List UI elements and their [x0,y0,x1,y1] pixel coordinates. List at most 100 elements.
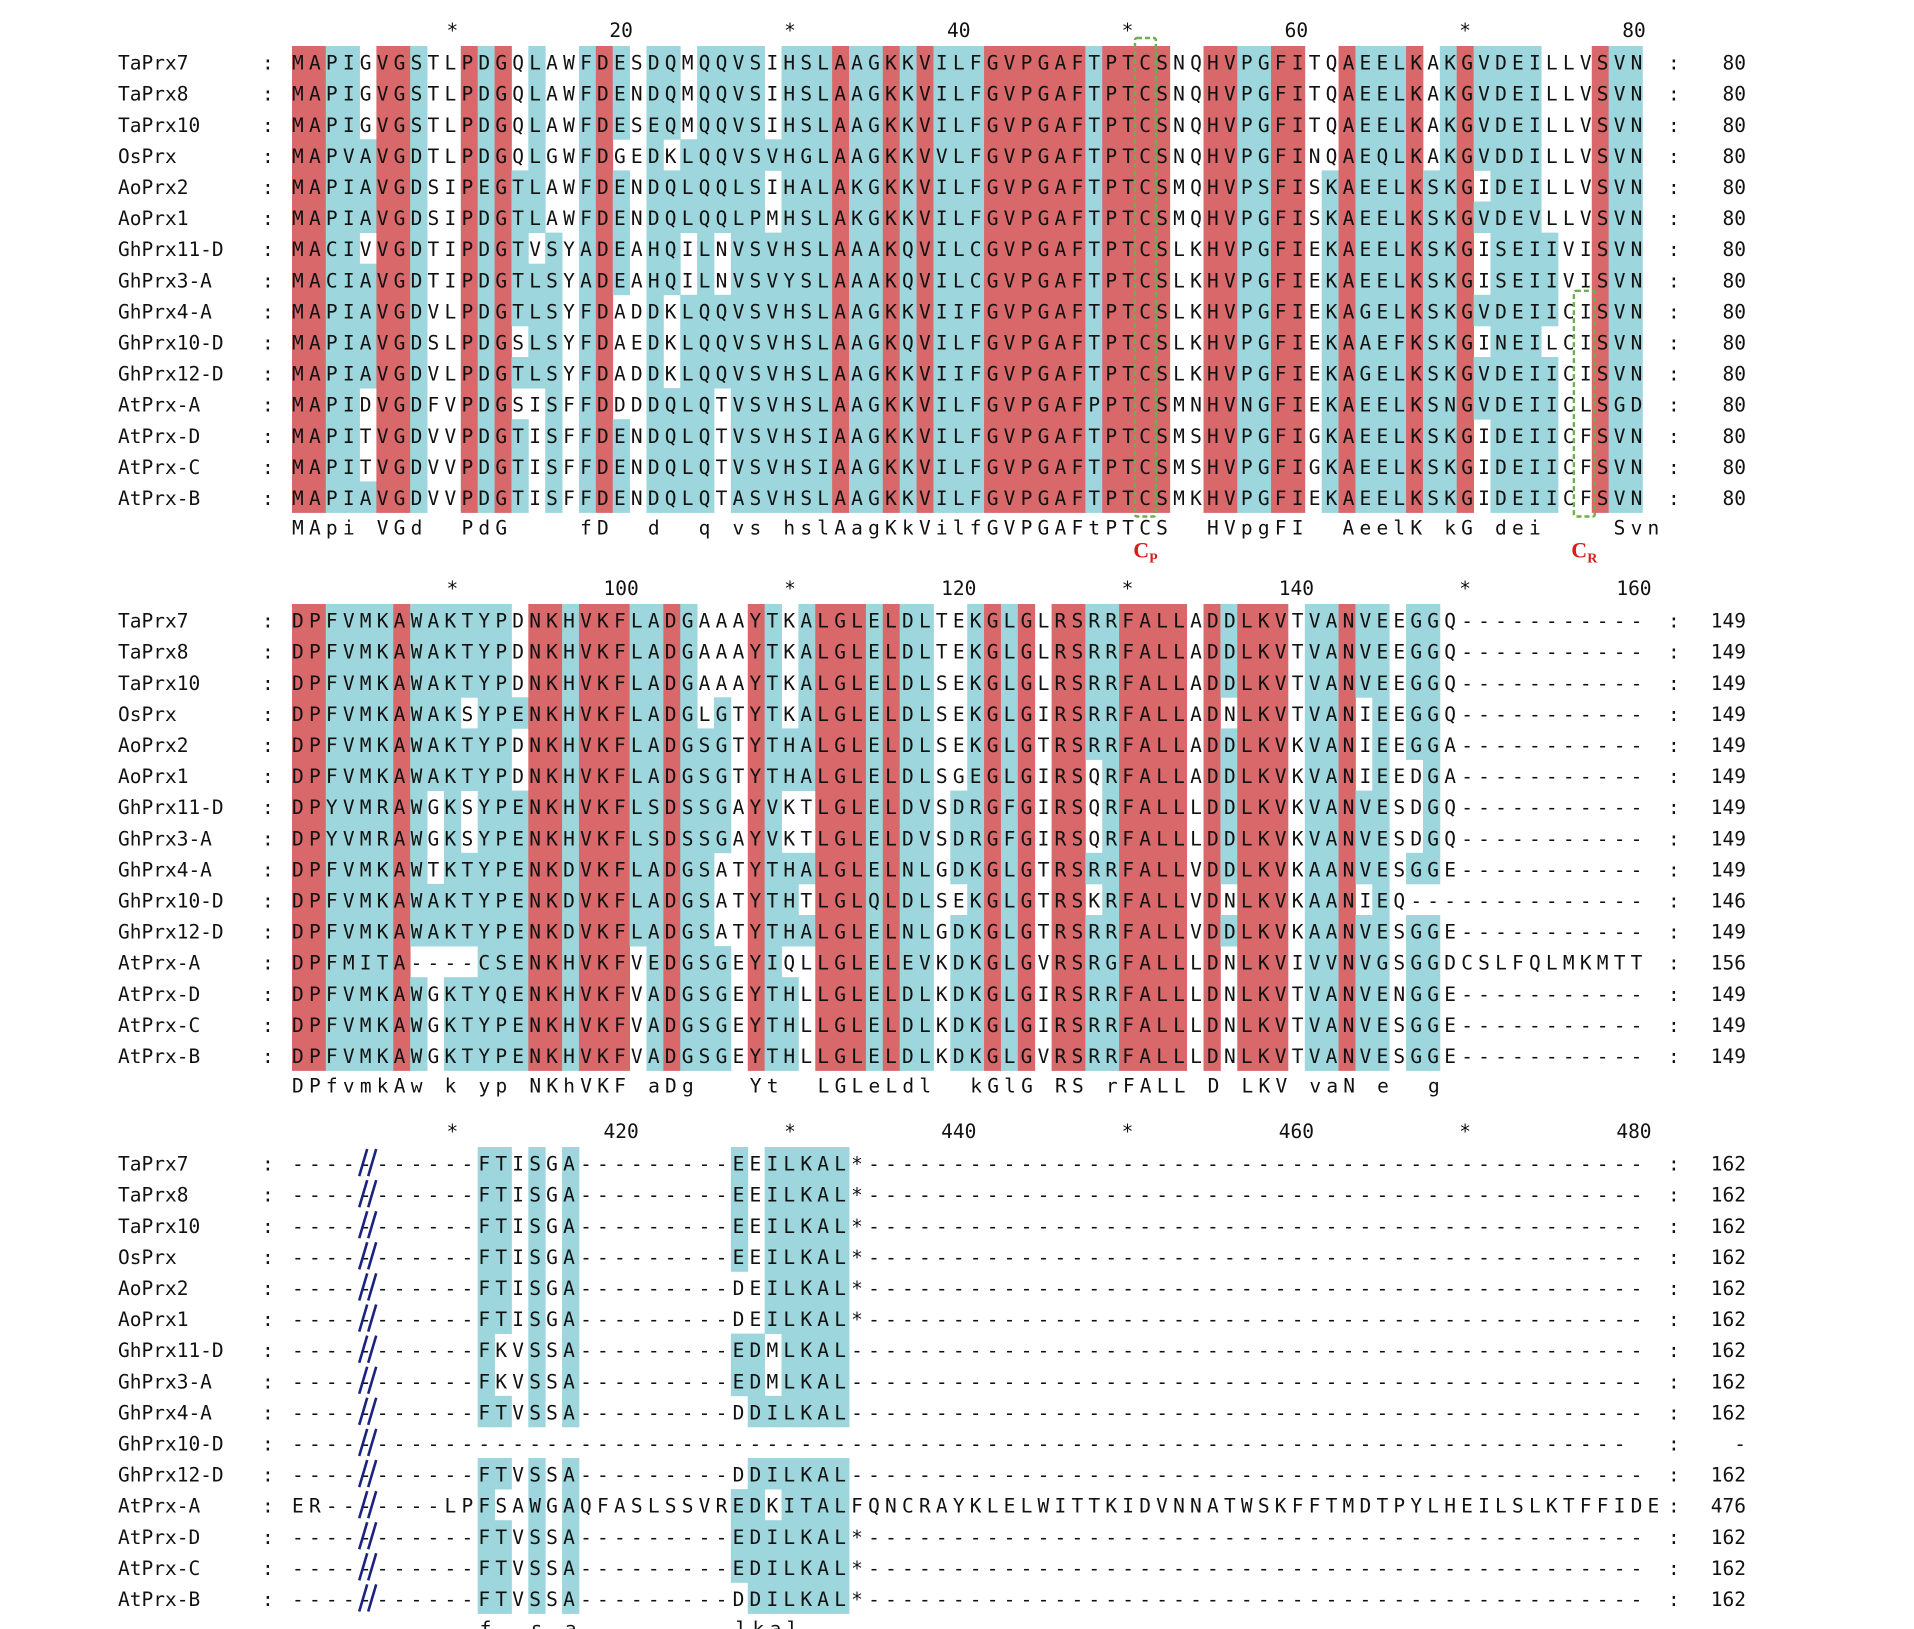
shading-cell [1102,604,1120,636]
shading-cell [1490,139,1508,171]
shading-cell [1000,232,1019,265]
shading-cell [595,883,614,916]
shading-cell [849,170,867,202]
sequence-name: OsPrx [118,1246,177,1269]
shading-cell [1338,108,1356,140]
shading-cell [595,666,614,698]
shading-cell [460,759,479,791]
shading-cell [1220,604,1238,636]
shading-cell [292,46,310,78]
shading-cell [815,77,833,109]
shading-cell [680,170,698,202]
shading-cell [494,108,512,140]
residue-count: 80 [1723,238,1746,261]
shading-cell [1203,728,1221,760]
shading-cell [882,977,901,1009]
shading-cell [1152,46,1171,78]
shading-cell [1406,357,1424,389]
shading-cell [1152,852,1171,885]
shading-cell [1355,357,1373,389]
shading-cell [1372,46,1390,78]
shading-cell [612,728,630,760]
name-separator: : [262,765,274,788]
shading-cell [1524,77,1542,109]
shading-cell [578,263,597,296]
shading-cell [1271,419,1289,451]
shading-cell [967,852,985,885]
shading-cell [359,790,377,823]
shading-cell [1068,697,1086,729]
shading-cell [595,170,614,202]
end-separator: : [1668,238,1680,261]
end-separator: : [1668,207,1680,230]
end-separator: : [1668,145,1680,168]
end-separator: : [1668,1370,1680,1393]
shading-cell [1085,1039,1103,1071]
shading-cell [747,170,766,202]
sequence-name: GhPrx11-D [118,796,224,819]
shading-cell [781,201,799,233]
shading-cell [815,388,833,420]
shading-cell [1625,201,1643,233]
name-separator: : [262,394,274,417]
end-separator: : [1668,1153,1680,1176]
shading-cell [1406,108,1424,140]
shading-cell [1254,946,1272,978]
shading-cell [1000,388,1019,420]
shading-cell [1136,201,1154,233]
shading-cell [612,852,630,885]
shading-cell [1203,883,1221,916]
shading-cell [595,635,614,667]
shading-cell [663,481,681,513]
shading-cell [916,635,934,667]
shading-cell [663,1039,681,1071]
shading-cell [308,977,327,1009]
shading-cell [832,790,850,823]
shading-cell [612,666,630,698]
shading-cell [781,388,799,420]
shading-cell [1591,201,1610,233]
shading-cell [1321,697,1339,729]
shading-cell [1169,604,1188,636]
name-separator: : [262,1184,274,1207]
shading-cell [578,481,597,513]
shading-cell [342,388,360,420]
shading-cell [815,1039,833,1071]
shading-cell [697,139,715,171]
shading-cell [933,170,951,202]
shading-cell [1136,604,1154,636]
shading-cell [714,294,732,327]
shading-cell [815,728,833,760]
shading-cell [528,1008,546,1040]
shading-cell [798,604,816,636]
shading-cell [1625,77,1643,109]
sequence-residues: -----------FTISGA---------EEILKAL*------… [292,1215,1642,1238]
shading-cell [899,1039,917,1071]
shading-cell [865,728,884,760]
shading-cell [410,263,428,296]
shading-cell [578,946,597,978]
shading-cell [308,294,327,327]
end-separator: : [1668,1277,1680,1300]
shading-cell [950,1008,968,1040]
shading-cell [528,108,546,140]
shading-cell [629,821,647,854]
shading-cell [308,883,327,916]
shading-cell [1372,388,1390,420]
shading-cell [410,325,428,358]
shading-cell [1287,77,1306,109]
name-separator: : [262,1588,274,1611]
shading-cell [967,77,985,109]
shading-cell [1051,450,1069,482]
shading-cell [393,294,411,327]
shading-cell [1355,201,1373,233]
shading-cell [1051,852,1069,885]
shading-cell [494,357,512,389]
shading-cell [477,357,495,389]
shading-cell [730,325,749,358]
shading-cell [832,419,850,451]
shading-cell [460,77,479,109]
shading-cell [1406,1008,1424,1040]
shading-cell [1608,294,1626,327]
name-separator: : [262,858,274,881]
